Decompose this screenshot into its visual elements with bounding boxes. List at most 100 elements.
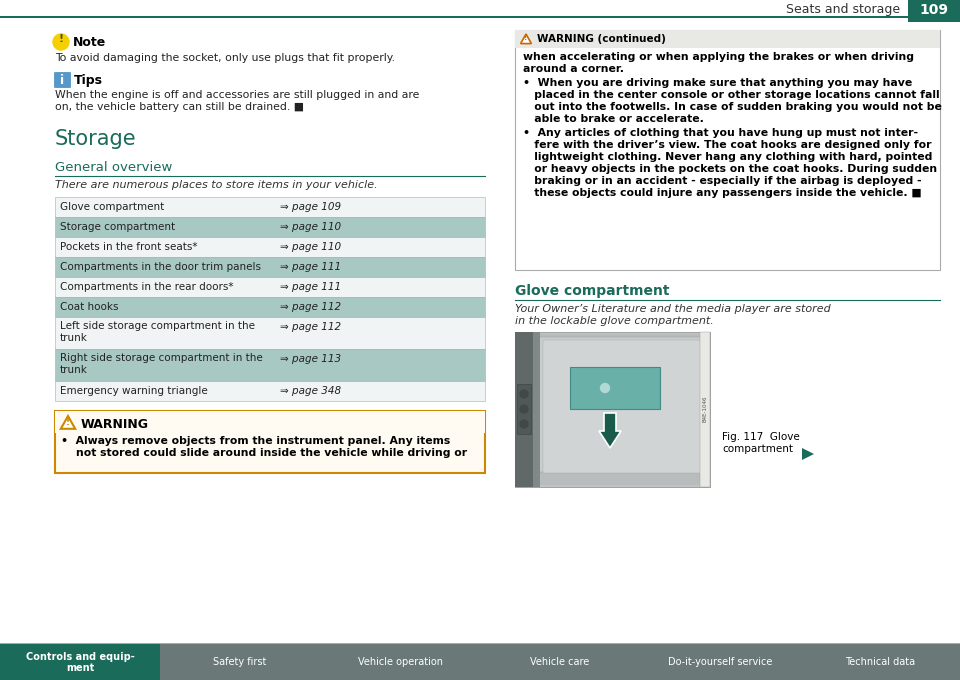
Text: •  Any articles of clothing that you have hung up must not inter-: • Any articles of clothing that you have…: [523, 128, 918, 138]
Circle shape: [520, 405, 528, 413]
Bar: [515, 332, 710, 487]
Text: Pockets in the front seats*: Pockets in the front seats*: [60, 242, 198, 252]
Text: i: i: [60, 74, 64, 87]
Text: ⇒ page 113: ⇒ page 113: [280, 354, 341, 364]
FancyBboxPatch shape: [54, 71, 71, 88]
Text: There are numerous places to store items in your vehicle.: There are numerous places to store items…: [55, 180, 377, 190]
Bar: [570, 367, 660, 409]
Circle shape: [53, 34, 69, 50]
Text: Controls and equip-: Controls and equip-: [26, 652, 134, 662]
Text: trunk: trunk: [60, 333, 88, 343]
Bar: [515, 332, 533, 487]
Bar: [55, 411, 485, 473]
Text: B4E-1046: B4E-1046: [703, 396, 708, 422]
Bar: [55, 349, 485, 381]
Bar: [55, 317, 485, 349]
Text: these objects could injure any passengers inside the vehicle. ■: these objects could injure any passenger…: [523, 188, 922, 198]
Text: Right side storage compartment in the: Right side storage compartment in the: [60, 353, 263, 363]
Text: 109: 109: [920, 3, 948, 17]
Circle shape: [520, 390, 528, 398]
Text: placed in the center console or other storage locations cannot fall: placed in the center console or other st…: [523, 90, 940, 100]
Text: When the engine is off and accessories are still plugged in and are: When the engine is off and accessories a…: [55, 90, 420, 100]
Bar: [55, 277, 485, 297]
Text: able to brake or accelerate.: able to brake or accelerate.: [523, 114, 704, 124]
Circle shape: [601, 384, 610, 392]
Text: ⇒ page 111: ⇒ page 111: [280, 282, 341, 292]
Bar: [0, 644, 159, 680]
Bar: [515, 30, 940, 270]
Text: ⇒ page 348: ⇒ page 348: [280, 386, 341, 396]
Text: Compartments in the door trim panels: Compartments in the door trim panels: [60, 262, 261, 272]
Bar: [55, 257, 485, 277]
Text: ment: ment: [66, 663, 94, 673]
Text: Note: Note: [73, 36, 107, 49]
Text: ⇒ page 110: ⇒ page 110: [280, 222, 341, 232]
Text: General overview: General overview: [55, 161, 173, 174]
Text: fere with the driver’s view. The coat hooks are designed only for: fere with the driver’s view. The coat ho…: [523, 140, 931, 150]
Text: trunk: trunk: [60, 365, 88, 375]
Text: Your Owner’s Literature and the media player are stored: Your Owner’s Literature and the media pl…: [515, 304, 830, 314]
Text: Glove compartment: Glove compartment: [515, 284, 669, 298]
Text: Vehicle care: Vehicle care: [530, 657, 589, 667]
Text: Storage: Storage: [55, 129, 136, 149]
Text: •  Always remove objects from the instrument panel. Any items: • Always remove objects from the instrum…: [61, 436, 450, 446]
Bar: [640, 644, 800, 680]
Bar: [55, 237, 485, 257]
Text: not stored could slide around inside the vehicle while driving or: not stored could slide around inside the…: [61, 448, 468, 458]
Text: ⇒ page 112: ⇒ page 112: [280, 322, 341, 332]
Text: Safety first: Safety first: [213, 657, 267, 667]
Bar: [517, 334, 708, 485]
Text: or heavy objects in the pockets on the coat hooks. During sudden: or heavy objects in the pockets on the c…: [523, 164, 937, 174]
Bar: [517, 384, 531, 434]
Polygon shape: [60, 416, 75, 429]
Bar: [55, 217, 485, 237]
Text: Vehicle operation: Vehicle operation: [357, 657, 443, 667]
Text: !: !: [59, 34, 63, 44]
Bar: [515, 30, 940, 48]
Text: Do-it-yourself service: Do-it-yourself service: [668, 657, 772, 667]
Bar: [320, 644, 479, 680]
Text: ⇒ page 112: ⇒ page 112: [280, 302, 341, 312]
Text: Emergency warning triangle: Emergency warning triangle: [60, 386, 207, 396]
Bar: [55, 411, 485, 433]
Text: ⇒ page 111: ⇒ page 111: [280, 262, 341, 272]
Bar: [543, 340, 702, 473]
Bar: [523, 337, 702, 472]
Text: WARNING: WARNING: [81, 418, 149, 431]
Text: Glove compartment: Glove compartment: [60, 202, 164, 212]
Bar: [480, 644, 639, 680]
Bar: [700, 332, 710, 487]
Text: compartment: compartment: [722, 444, 793, 454]
Text: Fig. 117  Glove: Fig. 117 Glove: [722, 432, 800, 442]
Text: lightweight clothing. Never hang any clothing with hard, pointed: lightweight clothing. Never hang any clo…: [523, 152, 932, 162]
Text: •  When you are driving make sure that anything you may have: • When you are driving make sure that an…: [523, 78, 912, 88]
Text: Storage compartment: Storage compartment: [60, 222, 175, 232]
Bar: [55, 197, 485, 217]
Text: braking or in an accident - especially if the airbag is deployed -: braking or in an accident - especially i…: [523, 176, 922, 186]
Bar: [908, 0, 960, 22]
Polygon shape: [520, 34, 532, 44]
Bar: [160, 644, 320, 680]
Polygon shape: [802, 448, 814, 460]
Text: on, the vehicle battery can still be drained. ■: on, the vehicle battery can still be dra…: [55, 102, 304, 112]
Text: To avoid damaging the socket, only use plugs that fit properly.: To avoid damaging the socket, only use p…: [55, 53, 395, 63]
Text: in the lockable glove compartment.: in the lockable glove compartment.: [515, 316, 713, 326]
Polygon shape: [599, 413, 621, 448]
Circle shape: [520, 420, 528, 428]
Bar: [0, 0, 910, 18]
Bar: [55, 297, 485, 317]
Bar: [0, 16, 960, 18]
Bar: [0, 643, 960, 644]
Bar: [55, 381, 485, 401]
Text: Left side storage compartment in the: Left side storage compartment in the: [60, 321, 255, 331]
Bar: [800, 644, 959, 680]
Text: Tips: Tips: [74, 74, 103, 87]
Text: around a corner.: around a corner.: [523, 64, 624, 74]
Text: out into the footwells. In case of sudden braking you would not be: out into the footwells. In case of sudde…: [523, 102, 942, 112]
Text: !: !: [66, 418, 70, 427]
Text: ⇒ page 110: ⇒ page 110: [280, 242, 341, 252]
Bar: [0, 2, 960, 16]
Text: Seats and storage: Seats and storage: [786, 3, 900, 16]
Text: Technical data: Technical data: [845, 657, 915, 667]
Text: !: !: [524, 35, 528, 41]
